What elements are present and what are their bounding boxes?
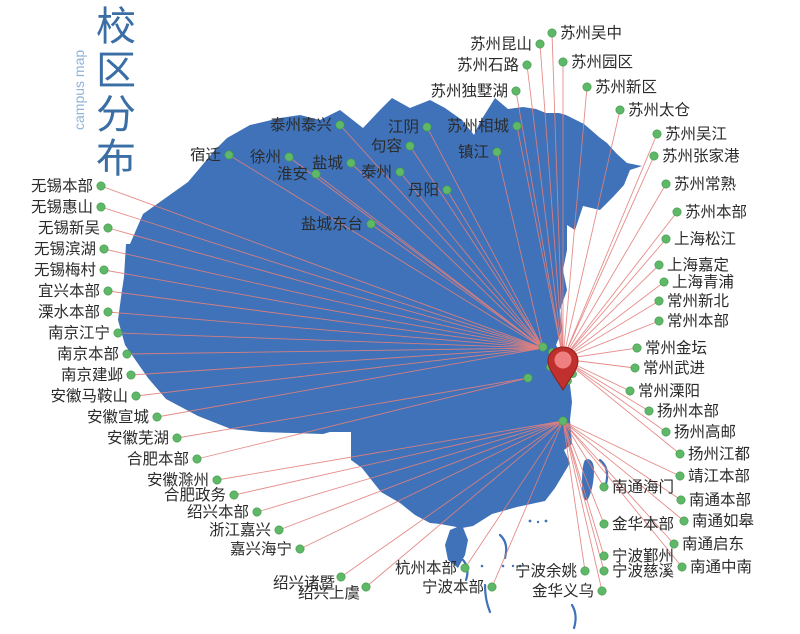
svg-text:常州溧阳: 常州溧阳 bbox=[638, 382, 700, 400]
svg-text:镇江: 镇江 bbox=[458, 143, 489, 161]
svg-text:扬州江都: 扬州江都 bbox=[688, 445, 750, 463]
svg-text:校: 校 bbox=[96, 5, 136, 49]
svg-text:金华本部: 金华本部 bbox=[612, 515, 674, 533]
svg-text:区: 区 bbox=[96, 49, 136, 93]
svg-text:靖江本部: 靖江本部 bbox=[688, 467, 750, 485]
svg-text:安徽马鞍山: 安徽马鞍山 bbox=[50, 387, 128, 405]
svg-text:宁波余姚: 宁波余姚 bbox=[515, 561, 578, 580]
svg-text:安徽芜湖: 安徽芜湖 bbox=[107, 429, 169, 447]
svg-text:徐州: 徐州 bbox=[250, 148, 281, 166]
svg-text:泰州: 泰州 bbox=[361, 163, 392, 181]
svg-text:南通如皋: 南通如皋 bbox=[692, 512, 755, 530]
svg-text:扬州本部: 扬州本部 bbox=[657, 402, 719, 420]
svg-text:合肥政务: 合肥政务 bbox=[164, 486, 226, 504]
svg-text:常州金坛: 常州金坛 bbox=[645, 339, 707, 357]
svg-text:苏州张家港: 苏州张家港 bbox=[662, 147, 740, 165]
svg-text:苏州相城: 苏州相城 bbox=[447, 117, 510, 135]
svg-text:句容: 句容 bbox=[371, 137, 402, 155]
svg-text:上海青浦: 上海青浦 bbox=[672, 273, 734, 291]
svg-text:苏州吴江: 苏州吴江 bbox=[665, 125, 727, 143]
svg-text:无锡惠山: 无锡惠山 bbox=[31, 198, 93, 216]
svg-text:扬州高邮: 扬州高邮 bbox=[674, 423, 736, 441]
svg-text:南京建邺: 南京建邺 bbox=[61, 366, 123, 384]
svg-text:溧水本部: 溧水本部 bbox=[38, 303, 100, 321]
svg-text:南京本部: 南京本部 bbox=[57, 345, 119, 363]
svg-text:苏州新区: 苏州新区 bbox=[595, 78, 657, 96]
svg-text:苏州吴中: 苏州吴中 bbox=[560, 24, 622, 42]
svg-text:南通本部: 南通本部 bbox=[689, 491, 751, 509]
svg-text:嘉兴海宁: 嘉兴海宁 bbox=[230, 540, 292, 558]
svg-text:苏州太仓: 苏州太仓 bbox=[628, 101, 691, 119]
svg-text:苏州本部: 苏州本部 bbox=[685, 203, 747, 221]
svg-text:金华义乌: 金华义乌 bbox=[532, 582, 594, 600]
svg-text:盐城: 盐城 bbox=[312, 154, 344, 172]
svg-text:苏州园区: 苏州园区 bbox=[571, 53, 633, 71]
svg-text:南通海门: 南通海门 bbox=[612, 478, 674, 496]
svg-text:苏州石路: 苏州石路 bbox=[457, 56, 520, 74]
svg-text:浙江嘉兴: 浙江嘉兴 bbox=[209, 521, 271, 539]
svg-text:无锡新吴: 无锡新吴 bbox=[38, 219, 100, 237]
svg-text:无锡滨湖: 无锡滨湖 bbox=[34, 240, 96, 258]
svg-text:无锡梅村: 无锡梅村 bbox=[34, 261, 96, 279]
svg-text:丹阳: 丹阳 bbox=[408, 181, 439, 199]
svg-text:宁波慈溪: 宁波慈溪 bbox=[612, 562, 674, 580]
svg-text:常州武进: 常州武进 bbox=[643, 359, 705, 377]
svg-text:苏州常熟: 苏州常熟 bbox=[674, 175, 737, 193]
svg-text:淮安: 淮安 bbox=[277, 165, 308, 183]
svg-text:上海嘉定: 上海嘉定 bbox=[667, 256, 729, 274]
svg-text:合肥本部: 合肥本部 bbox=[127, 450, 189, 468]
svg-text:常州新北: 常州新北 bbox=[667, 292, 730, 310]
svg-text:杭州本部: 杭州本部 bbox=[395, 559, 457, 577]
svg-text:南通启东: 南通启东 bbox=[682, 535, 744, 553]
svg-text:宜兴本部: 宜兴本部 bbox=[38, 282, 100, 300]
svg-text:江阴: 江阴 bbox=[388, 118, 419, 136]
svg-text:泰州泰兴: 泰州泰兴 bbox=[270, 116, 332, 134]
svg-text:campus map: campus map bbox=[71, 50, 87, 130]
svg-text:分: 分 bbox=[96, 93, 136, 137]
svg-text:苏州独墅湖: 苏州独墅湖 bbox=[430, 82, 508, 100]
svg-text:盐城东台: 盐城东台 bbox=[301, 215, 363, 233]
svg-text:苏州昆山: 苏州昆山 bbox=[470, 35, 532, 53]
svg-text:绍兴本部: 绍兴本部 bbox=[187, 503, 249, 521]
svg-text:南京江宁: 南京江宁 bbox=[48, 324, 110, 342]
svg-text:宿迁: 宿迁 bbox=[190, 146, 221, 164]
svg-text:无锡本部: 无锡本部 bbox=[31, 177, 93, 195]
svg-text:常州本部: 常州本部 bbox=[667, 312, 729, 330]
svg-text:宁波本部: 宁波本部 bbox=[422, 578, 484, 596]
svg-text:安徽宣城: 安徽宣城 bbox=[87, 408, 150, 426]
svg-text:布: 布 bbox=[96, 137, 136, 181]
svg-text:绍兴上虞: 绍兴上虞 bbox=[298, 584, 360, 602]
svg-text:南通中南: 南通中南 bbox=[690, 558, 752, 576]
svg-text:上海松江: 上海松江 bbox=[674, 230, 736, 248]
